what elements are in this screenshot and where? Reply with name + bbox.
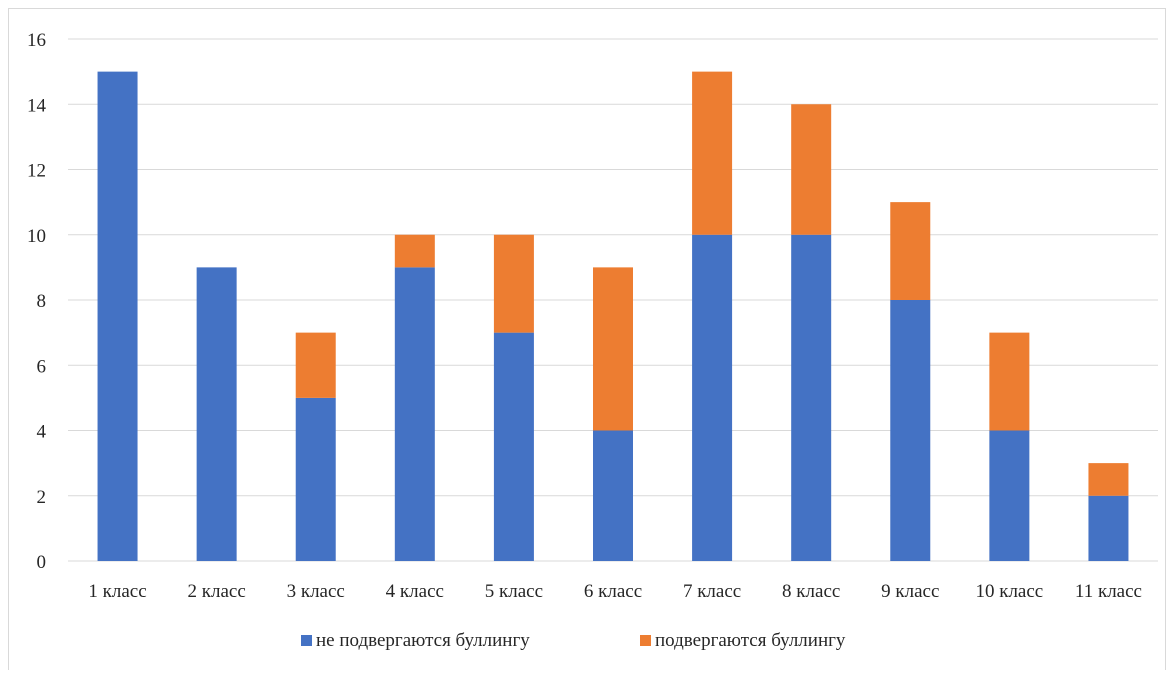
bar-not-bullied-5 (493, 332, 534, 561)
bar-bullied-4 (394, 234, 435, 268)
y-tick-label: 2 (37, 487, 47, 508)
y-tick-label: 0 (37, 552, 47, 573)
y-axis-ticks: 0 2 4 6 8 10 12 14 16 (27, 30, 47, 573)
bar-bullied-11 (1088, 463, 1129, 496)
x-tick-label: 1 класс (88, 581, 146, 602)
x-tick-label: 2 класс (188, 581, 246, 602)
bar-not-bullied-9 (890, 300, 931, 561)
legend-swatch-bullied (640, 635, 651, 646)
bar-not-bullied-11 (1088, 495, 1129, 561)
x-tick-label: 9 класс (881, 581, 939, 602)
x-axis-ticks: 1 класс 2 класс 3 класс 4 класс 5 класс 6 кла… (88, 581, 1142, 602)
y-tick-label: 10 (27, 226, 46, 247)
x-tick-label: 5 класс (485, 581, 543, 602)
y-tick-label: 6 (37, 356, 47, 377)
bar-bullied-9 (890, 202, 931, 300)
bar-not-bullied-10 (989, 430, 1030, 561)
bar-bullied-3 (295, 332, 336, 398)
bar-bullied-10 (989, 332, 1030, 431)
x-tick-label: 8 класс (782, 581, 840, 602)
bar-not-bullied-4 (394, 267, 435, 561)
bar-not-bullied-2 (196, 267, 237, 561)
chart-frame (8, 8, 1166, 670)
y-tick-label: 12 (27, 161, 46, 182)
bar-not-bullied-7 (692, 234, 733, 561)
bar-bullied-6 (593, 267, 633, 431)
bar-not-bullied-3 (295, 397, 336, 561)
legend-label-bullied: подвергаются буллингу (655, 630, 846, 651)
x-tick-label: 10 класс (975, 581, 1043, 602)
y-tick-label: 14 (27, 95, 47, 116)
bar-bullied-5 (493, 234, 534, 333)
bars (97, 71, 1129, 561)
y-tick-label: 8 (37, 291, 47, 312)
legend-swatch-not-bullied (301, 635, 312, 646)
legend-label-not-bullied: не подвергаются буллингу (316, 630, 530, 651)
bar-not-bullied-8 (791, 234, 832, 561)
bar-bullied-7 (692, 71, 733, 235)
bar-bullied-8 (791, 104, 832, 235)
bar-not-bullied-6 (593, 430, 633, 561)
x-tick-label: 6 класс (584, 581, 642, 602)
x-tick-label: 11 класс (1075, 581, 1142, 602)
x-tick-label: 3 класс (287, 581, 345, 602)
y-tick-label: 4 (37, 422, 47, 443)
bar-not-bullied-1 (97, 71, 138, 561)
x-tick-label: 4 класс (386, 581, 444, 602)
legend: не подвергаются буллингу подвергаются бул… (301, 630, 846, 651)
y-tick-label: 16 (27, 30, 46, 51)
x-tick-label: 7 класс (683, 581, 741, 602)
